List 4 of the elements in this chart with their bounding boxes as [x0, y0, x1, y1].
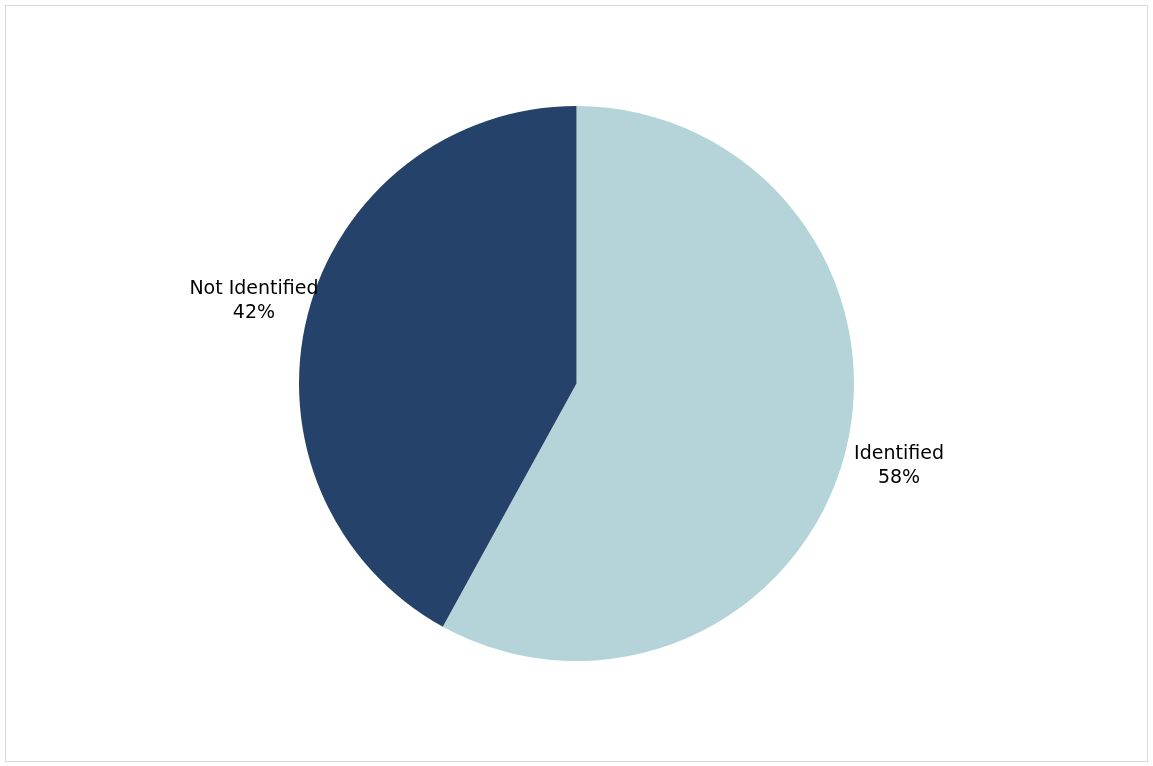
slice-label: Identified — [854, 441, 944, 464]
data-label: 42% — [232, 299, 276, 322]
data-label: 58% — [877, 465, 921, 488]
slice-label: Not Identified — [189, 275, 319, 298]
